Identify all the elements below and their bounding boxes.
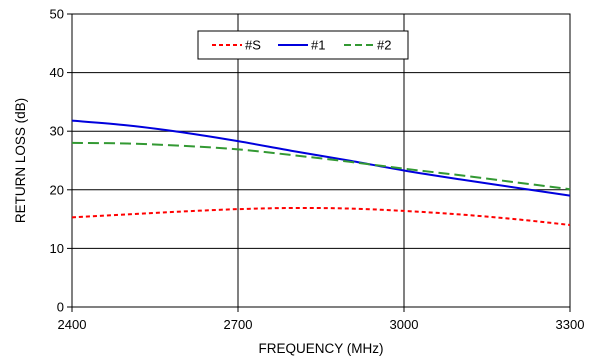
series-line-3: [71, 141, 571, 191]
x-tick-label: 3000: [390, 317, 419, 332]
y-tick-label: 0: [57, 300, 64, 315]
y-tick-label: 30: [50, 124, 64, 139]
legend-label-2: #1: [311, 38, 325, 53]
y-axis-title: RETURN LOSS (dB): [13, 98, 28, 223]
x-tick-label: 2700: [224, 317, 253, 332]
y-tick-label: 50: [50, 7, 64, 22]
series-line-1: [71, 206, 571, 226]
legend-label-1: #S: [245, 38, 261, 53]
y-tick-label: 20: [50, 182, 64, 197]
legend: #S #1 #2: [197, 30, 409, 60]
x-tick-label: 3300: [556, 317, 585, 332]
x-tick-label: 2400: [58, 317, 87, 332]
plot-frame: [71, 13, 571, 308]
series-layer: [71, 119, 571, 226]
legend-label-3: #2: [377, 38, 391, 53]
y-tick-label: 40: [50, 65, 64, 80]
y-tick-label: 10: [50, 241, 64, 256]
x-axis-title: FREQUENCY (MHz): [258, 341, 383, 356]
ticks: 0 10 20 30 40 50 2400 2700 3000 3300: [50, 7, 585, 333]
series-line-2: [71, 119, 571, 197]
